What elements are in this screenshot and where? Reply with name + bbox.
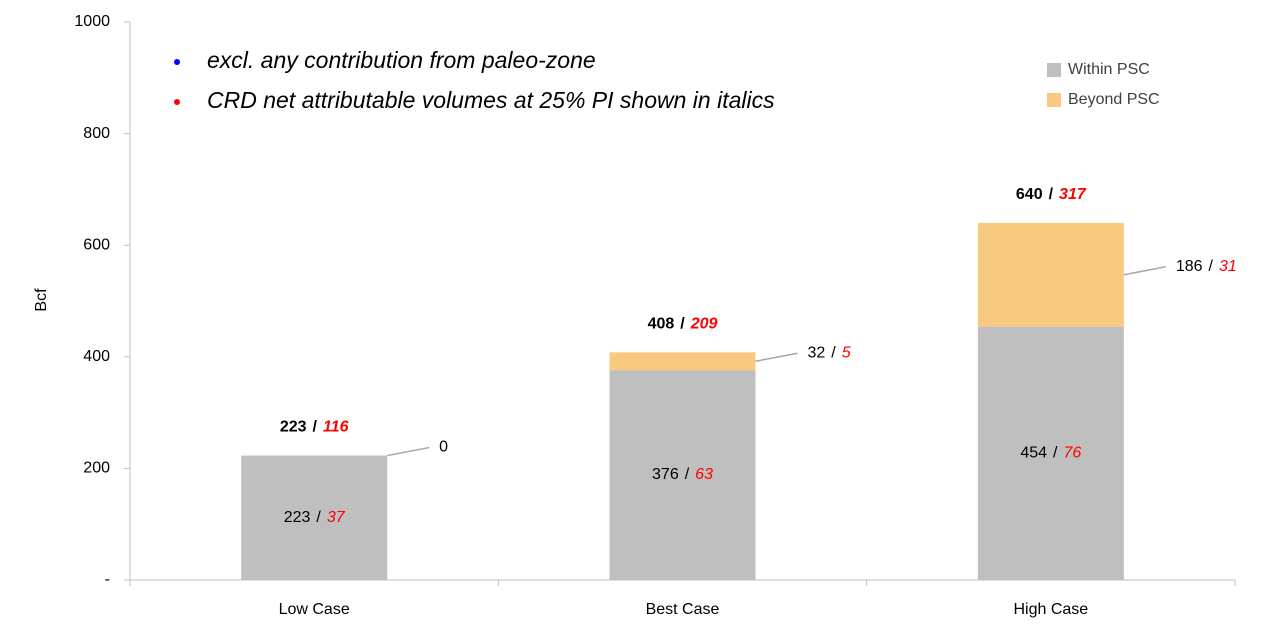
value-label: 408	[648, 316, 675, 333]
leader-line	[755, 352, 798, 363]
y-tick-label: 800	[83, 125, 110, 142]
net-value-label: 31	[1219, 258, 1237, 275]
total-label: 223 / 116	[280, 419, 349, 436]
y-tick-label: 200	[83, 460, 110, 477]
total-label: 640 / 317	[1016, 186, 1087, 203]
net-value-label: 63	[695, 466, 713, 483]
separator: /	[1049, 186, 1054, 203]
separator: /	[1053, 445, 1058, 462]
y-tick-label: 400	[83, 348, 110, 365]
value-label: 32	[808, 344, 826, 361]
leader-line	[387, 446, 430, 457]
legend-swatch	[1047, 93, 1061, 107]
separator: /	[831, 344, 836, 361]
segment-label: 454 / 76	[1020, 445, 1081, 462]
net-value-label: 116	[323, 419, 349, 436]
value-label: 376	[652, 466, 679, 483]
segment-label: 376 / 63	[652, 466, 713, 483]
y-tick-label: 600	[83, 236, 110, 253]
legend-label: Within PSC	[1068, 61, 1150, 78]
segment-label: 0	[439, 439, 448, 456]
y-tick-label: -	[105, 571, 110, 588]
value-label: 223	[284, 509, 311, 526]
value-label: 186	[1176, 258, 1203, 275]
separator: /	[316, 509, 321, 526]
x-tick-label: Low Case	[279, 601, 350, 618]
x-tick-label: Best Case	[646, 601, 720, 618]
net-value-label: 37	[327, 509, 346, 526]
separator: /	[1209, 258, 1214, 275]
bullet	[174, 99, 180, 105]
legend-swatch	[1047, 63, 1061, 77]
net-value-label: 76	[1064, 445, 1082, 462]
legend-label: Beyond PSC	[1068, 91, 1160, 108]
separator: /	[680, 316, 685, 333]
note: excl. any contribution from paleo-zone	[207, 47, 596, 73]
separator: /	[685, 466, 690, 483]
net-value-label: 209	[690, 316, 718, 333]
segment-label: 223 / 37	[284, 509, 346, 526]
segment-label: 186 / 31	[1176, 258, 1237, 275]
value-label: 640	[1016, 186, 1043, 203]
bar-segment	[241, 455, 388, 580]
value-label: 0	[439, 439, 448, 456]
bar-segment	[609, 352, 756, 371]
total-label: 408 / 209	[648, 316, 718, 333]
bullet	[174, 59, 180, 65]
bar-segment	[977, 326, 1124, 580]
value-label: 223	[280, 419, 307, 436]
note: CRD net attributable volumes at 25% PI s…	[207, 87, 775, 113]
net-value-label: 5	[842, 344, 851, 361]
bar-segment	[609, 370, 756, 580]
y-axis-label: Bcf	[33, 288, 50, 312]
leader-line	[1123, 266, 1166, 276]
y-tick-label: 1000	[74, 13, 110, 30]
x-tick-label: High Case	[1013, 601, 1088, 618]
segment-label: 32 / 5	[808, 344, 851, 361]
bar-segment	[977, 222, 1124, 327]
separator: /	[313, 419, 318, 436]
value-label: 454	[1020, 445, 1047, 462]
net-value-label: 317	[1059, 186, 1087, 203]
